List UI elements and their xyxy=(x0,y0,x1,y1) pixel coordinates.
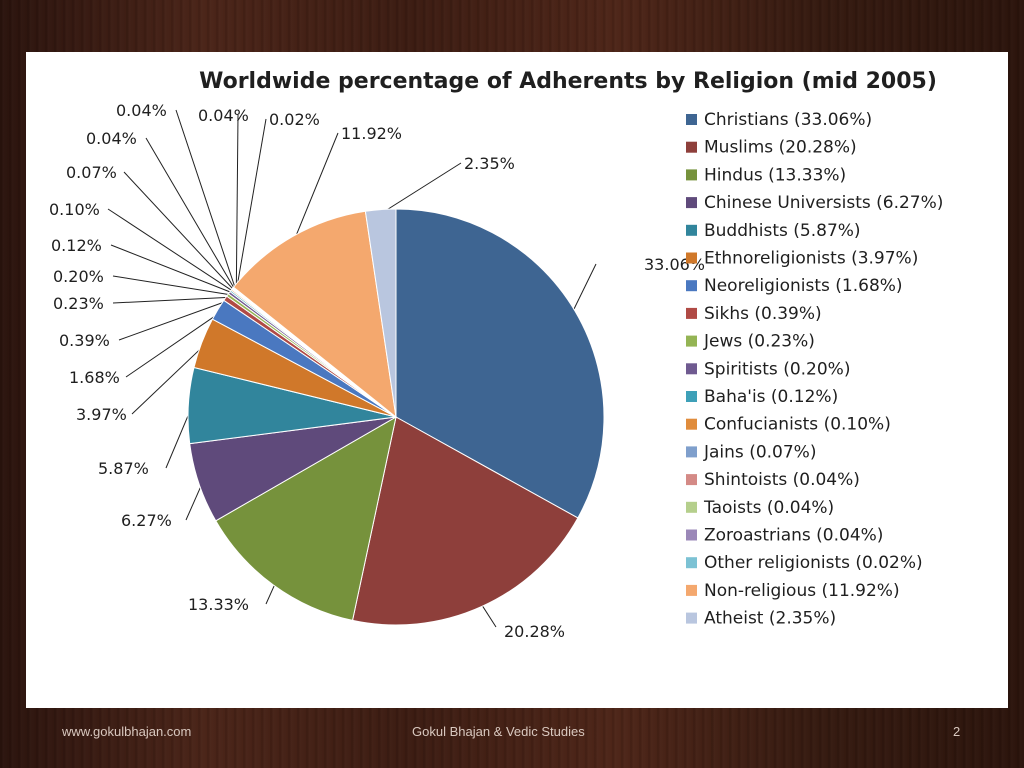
legend-entry: Neoreligionists (1.68%) xyxy=(704,276,903,296)
legend-swatch xyxy=(686,584,697,596)
legend-swatch xyxy=(686,307,697,319)
leader-line xyxy=(123,171,236,292)
data-label: 0.02% xyxy=(269,110,320,129)
data-label: 1.68% xyxy=(69,368,120,387)
data-label: 0.23% xyxy=(53,294,104,313)
legend-swatch xyxy=(686,418,697,430)
pie-slice-hindus xyxy=(215,416,397,622)
slide-panel: Worldwide percentage of Adherents by Rel… xyxy=(26,52,1008,708)
legend-entry: Jains (0.07%) xyxy=(703,442,816,462)
leader-line xyxy=(107,208,235,293)
legend-swatch xyxy=(686,529,697,541)
legend: Christians (33.06%) Muslims (20.28%) Hindu… xyxy=(686,110,943,629)
leader-line xyxy=(131,343,206,415)
legend-entry: Taoists (0.04%) xyxy=(703,498,834,518)
legend-swatch xyxy=(686,280,697,292)
legend-entry: Chinese Universists (6.27%) xyxy=(704,193,943,213)
legend-entry: Ethnoreligionists (3.97%) xyxy=(704,249,918,269)
legend-swatch xyxy=(686,501,697,513)
legend-swatch xyxy=(686,446,697,458)
leader-line xyxy=(125,311,222,378)
leader-line xyxy=(110,244,234,294)
legend-entry: Jews (0.23%) xyxy=(703,332,815,352)
legend-swatch xyxy=(686,197,697,209)
leader-line xyxy=(236,118,267,290)
data-label: 0.07% xyxy=(66,163,117,182)
data-label: 0.20% xyxy=(53,267,104,286)
leader-line xyxy=(293,132,339,241)
legend-entry: Other religionists (0.02%) xyxy=(704,553,923,573)
data-label: 13.33% xyxy=(188,595,249,614)
pie-slices xyxy=(187,208,605,626)
legend-swatch xyxy=(686,169,697,181)
leader-line xyxy=(571,263,597,314)
leader-line xyxy=(175,109,237,291)
legend-entry: Baha'is (0.12%) xyxy=(704,387,838,407)
data-label: 11.92% xyxy=(341,124,402,143)
legend-entry: Buddhists (5.87%) xyxy=(704,221,861,241)
legend-swatch xyxy=(686,363,697,375)
legend-swatch xyxy=(686,114,697,125)
legend-entry: Confucianists (0.10%) xyxy=(704,415,891,435)
leader-line xyxy=(380,162,462,215)
legend-entry: Muslims (20.28%) xyxy=(704,138,857,158)
leader-line xyxy=(479,602,497,628)
pie-slice-atheist xyxy=(364,208,397,418)
legend-swatch xyxy=(686,391,697,402)
data-label: 20.28% xyxy=(504,622,565,641)
chart-title: Worldwide percentage of Adherents by Rel… xyxy=(199,69,937,94)
leader-line xyxy=(112,296,231,304)
legend-entry: Christians (33.06%) xyxy=(704,110,872,130)
legend-entry: Atheist (2.35%) xyxy=(704,609,836,629)
legend-swatch xyxy=(686,335,697,347)
data-label: 3.97% xyxy=(76,405,127,424)
legend-entry: Spiritists (0.20%) xyxy=(704,359,850,379)
data-label: 0.04% xyxy=(198,106,249,125)
leader-line xyxy=(235,114,239,291)
data-label: 0.10% xyxy=(49,200,100,219)
data-label: 6.27% xyxy=(121,511,172,530)
legend-swatch xyxy=(686,141,697,153)
legend-entry: Sikhs (0.39%) xyxy=(704,304,822,324)
legend-swatch xyxy=(686,252,697,264)
legend-entry: Zoroastrians (0.04%) xyxy=(704,526,883,546)
legend-entry: Non-religious (11.92%) xyxy=(704,581,900,601)
footer-title: Gokul Bhajan & Vedic Studies xyxy=(412,724,585,739)
pie-slice-muslims xyxy=(351,416,579,626)
pie-slice-non-religious xyxy=(232,210,397,419)
leader-line xyxy=(112,275,233,296)
data-label: 0.04% xyxy=(86,129,137,148)
data-label: 0.04% xyxy=(116,101,167,120)
data-label: 2.35% xyxy=(464,154,515,173)
legend-swatch xyxy=(686,557,697,569)
leader-line xyxy=(145,137,237,292)
legend-swatch xyxy=(686,224,697,236)
data-label: 0.12% xyxy=(51,236,102,255)
footer-page-number: 2 xyxy=(953,724,961,739)
slice-labels: 33.06%20.28%13.33%6.27%5.87%3.97%1.68%0.… xyxy=(49,101,705,641)
legend-entry: Shintoists (0.04%) xyxy=(704,470,860,490)
footer-website: www.gokulbhajan.com xyxy=(62,724,192,739)
legend-entry: Hindus (13.33%) xyxy=(704,165,846,185)
legend-swatch xyxy=(686,474,697,486)
leader-line xyxy=(185,481,204,521)
legend-swatch xyxy=(686,612,697,624)
pie-chart: Worldwide percentage of Adherents by Rel… xyxy=(49,69,943,641)
data-label: 5.87% xyxy=(98,459,149,478)
pie-slice-christians xyxy=(395,208,605,519)
leader-line xyxy=(118,300,229,341)
data-label: 0.39% xyxy=(59,331,110,350)
